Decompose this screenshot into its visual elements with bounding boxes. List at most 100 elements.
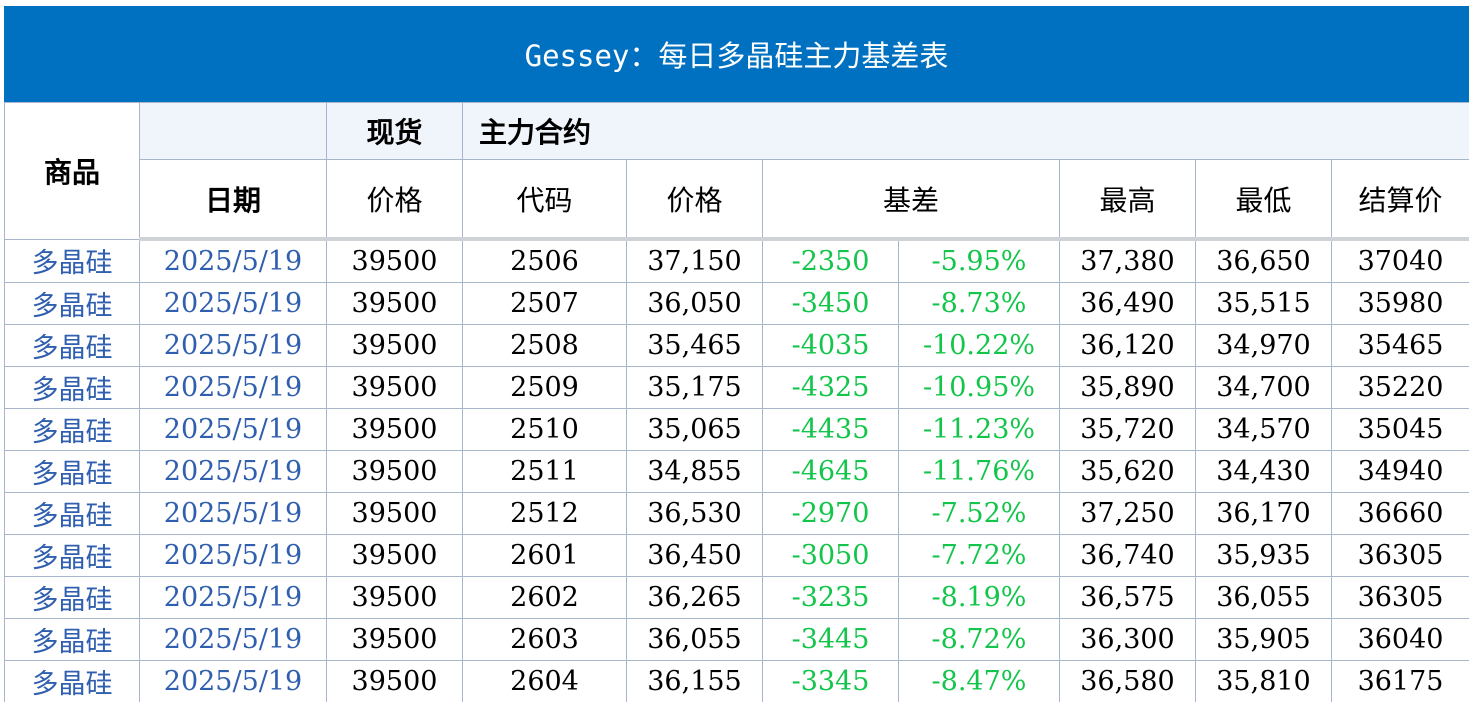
cell-code: 2508 bbox=[462, 324, 627, 367]
table-row: 多晶硅 2025/5/19 39500 2601 36,450 -3050 -7.72% 36… bbox=[4, 534, 1469, 577]
cell-high: 37,250 bbox=[1059, 492, 1196, 535]
cell-settle: 36305 bbox=[1330, 534, 1469, 577]
cell-high: 37,380 bbox=[1059, 238, 1196, 283]
header-spot-price: 价格 bbox=[326, 159, 463, 241]
cell-spot-price: 39500 bbox=[326, 238, 463, 283]
cell-basis-pct: -10.22% bbox=[898, 324, 1060, 367]
cell-spot-price: 39500 bbox=[326, 492, 463, 535]
cell-spot-price: 39500 bbox=[326, 366, 463, 409]
cell-code: 2510 bbox=[462, 408, 627, 451]
cell-settle: 35980 bbox=[1330, 282, 1469, 325]
cell-price: 34,855 bbox=[626, 450, 763, 493]
cell-low: 35,810 bbox=[1195, 660, 1332, 702]
header-row-2: 日期 价格 代码 价格 基差 最高 最低 结算价 bbox=[5, 159, 1469, 241]
cell-settle: 36660 bbox=[1330, 492, 1469, 535]
cell-spot-price: 39500 bbox=[326, 618, 463, 661]
cell-date: 2025/5/19 bbox=[139, 238, 327, 283]
header-high: 最高 bbox=[1059, 159, 1196, 241]
cell-basis: -3450 bbox=[762, 282, 899, 325]
cell-low: 34,430 bbox=[1195, 450, 1332, 493]
cell-low: 34,570 bbox=[1195, 408, 1332, 451]
cell-price: 36,155 bbox=[626, 660, 763, 702]
cell-low: 35,515 bbox=[1195, 282, 1332, 325]
cell-price: 37,150 bbox=[626, 238, 763, 283]
cell-settle: 36305 bbox=[1330, 576, 1469, 619]
cell-basis-pct: -11.23% bbox=[898, 408, 1060, 451]
cell-settle: 36175 bbox=[1330, 660, 1469, 702]
cell-date: 2025/5/19 bbox=[139, 450, 327, 493]
cell-high: 36,740 bbox=[1059, 534, 1196, 577]
cell-code: 2511 bbox=[462, 450, 627, 493]
cell-product: 多晶硅 bbox=[4, 282, 140, 325]
cell-price: 36,450 bbox=[626, 534, 763, 577]
cell-basis: -3050 bbox=[762, 534, 899, 577]
cell-basis-pct: -8.47% bbox=[898, 660, 1060, 702]
cell-settle: 35220 bbox=[1330, 366, 1469, 409]
cell-product: 多晶硅 bbox=[4, 492, 140, 535]
header-blank bbox=[139, 102, 327, 160]
cell-product: 多晶硅 bbox=[4, 366, 140, 409]
cell-high: 36,300 bbox=[1059, 618, 1196, 661]
cell-low: 34,700 bbox=[1195, 366, 1332, 409]
header-date: 日期 bbox=[139, 159, 327, 241]
cell-spot-price: 39500 bbox=[326, 282, 463, 325]
cell-basis: -3345 bbox=[762, 660, 899, 702]
cell-basis: -2970 bbox=[762, 492, 899, 535]
cell-basis: -4435 bbox=[762, 408, 899, 451]
cell-low: 36,055 bbox=[1195, 576, 1332, 619]
cell-spot-price: 39500 bbox=[326, 450, 463, 493]
cell-price: 36,050 bbox=[626, 282, 763, 325]
cell-basis: -4325 bbox=[762, 366, 899, 409]
cell-spot-price: 39500 bbox=[326, 660, 463, 702]
cell-low: 34,970 bbox=[1195, 324, 1332, 367]
table-row: 多晶硅 2025/5/19 39500 2604 36,155 -3345 -8.47% 36… bbox=[4, 660, 1469, 702]
cell-spot-price: 39500 bbox=[326, 408, 463, 451]
cell-settle: 34940 bbox=[1330, 450, 1469, 493]
cell-date: 2025/5/19 bbox=[139, 492, 327, 535]
table-row: 多晶硅 2025/5/19 39500 2507 36,050 -3450 -8.73% 36… bbox=[4, 282, 1469, 325]
cell-basis: -2350 bbox=[762, 238, 899, 283]
cell-date: 2025/5/19 bbox=[139, 576, 327, 619]
basis-table-frame: Gessey：每日多晶硅主力基差表 商品 现货 主力合约 日期 价格 bbox=[4, 6, 1469, 702]
table-row: 多晶硅 2025/5/19 39500 2506 37,150 -2350 -5.95% 37… bbox=[4, 238, 1469, 283]
cell-price: 35,465 bbox=[626, 324, 763, 367]
cell-low: 35,905 bbox=[1195, 618, 1332, 661]
cell-code: 2512 bbox=[462, 492, 627, 535]
cell-code: 2506 bbox=[462, 238, 627, 283]
cell-price: 36,530 bbox=[626, 492, 763, 535]
header-code: 代码 bbox=[462, 159, 627, 241]
cell-basis-pct: -7.72% bbox=[898, 534, 1060, 577]
cell-settle: 36040 bbox=[1330, 618, 1469, 661]
cell-date: 2025/5/19 bbox=[139, 660, 327, 702]
cell-date: 2025/5/19 bbox=[139, 366, 327, 409]
cell-code: 2604 bbox=[462, 660, 627, 702]
cell-basis-pct: -11.76% bbox=[898, 450, 1060, 493]
basis-table: 商品 现货 主力合约 日期 价格 代码 价格 基差 最高 最低 结算价 多晶硅 2… bbox=[4, 102, 1469, 702]
cell-basis-pct: -8.72% bbox=[898, 618, 1060, 661]
cell-product: 多晶硅 bbox=[4, 618, 140, 661]
cell-product: 多晶硅 bbox=[4, 534, 140, 577]
cell-product: 多晶硅 bbox=[4, 238, 140, 283]
cell-basis: -3235 bbox=[762, 576, 899, 619]
cell-high: 35,890 bbox=[1059, 366, 1196, 409]
cell-date: 2025/5/19 bbox=[139, 282, 327, 325]
cell-product: 多晶硅 bbox=[4, 450, 140, 493]
header-spot: 现货 bbox=[326, 102, 463, 160]
cell-basis: -4035 bbox=[762, 324, 899, 367]
header-basis: 基差 bbox=[762, 159, 1060, 241]
cell-high: 36,120 bbox=[1059, 324, 1196, 367]
cell-basis: -3445 bbox=[762, 618, 899, 661]
cell-code: 2509 bbox=[462, 366, 627, 409]
table-row: 多晶硅 2025/5/19 39500 2510 35,065 -4435 -11.23% 3… bbox=[4, 408, 1469, 451]
table-row: 多晶硅 2025/5/19 39500 2512 36,530 -2970 -7.52% 37… bbox=[4, 492, 1469, 535]
cell-basis-pct: -5.95% bbox=[898, 238, 1060, 283]
cell-date: 2025/5/19 bbox=[139, 408, 327, 451]
cell-spot-price: 39500 bbox=[326, 324, 463, 367]
cell-basis-pct: -8.19% bbox=[898, 576, 1060, 619]
cell-low: 36,170 bbox=[1195, 492, 1332, 535]
header-main-contract: 主力合约 bbox=[461, 102, 1469, 160]
table-title: Gessey：每日多晶硅主力基差表 bbox=[4, 6, 1469, 102]
cell-code: 2603 bbox=[462, 618, 627, 661]
header-row-1: 商品 现货 主力合约 bbox=[4, 102, 1469, 240]
table-row: 多晶硅 2025/5/19 39500 2602 36,265 -3235 -8.19% 36… bbox=[4, 576, 1469, 619]
